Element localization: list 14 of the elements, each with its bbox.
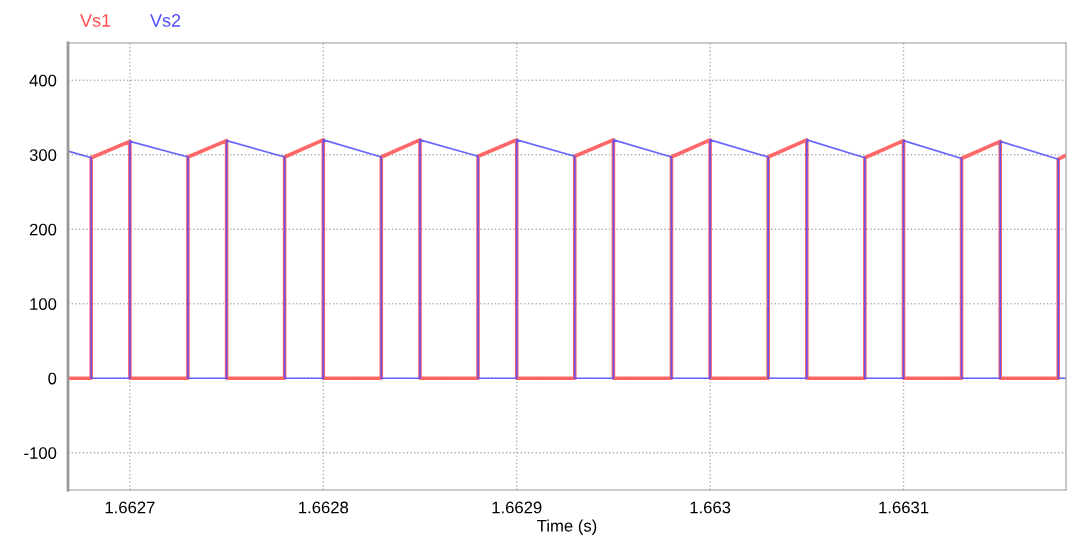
y-tick-label: 200 [29,223,57,236]
text: Vs1 [80,14,111,27]
x-tick-label: 1.6629 [492,501,542,514]
x-axis-title: Time (s) [537,519,597,535]
x-tick-label: 1.663 [690,501,731,514]
text: Vs2 [150,14,181,27]
x-tick-label: 1.6627 [105,501,155,514]
x-tick-label: 1.6631 [879,501,929,514]
y-tick-label: 100 [30,298,57,310]
y-tick-label: 300 [29,149,57,161]
y-tick-label: 400 [29,74,57,87]
y-tick-label: -100 [24,447,57,459]
x-tick-label: 1.6628 [299,501,349,514]
y-tick-label: 0 [48,372,57,385]
